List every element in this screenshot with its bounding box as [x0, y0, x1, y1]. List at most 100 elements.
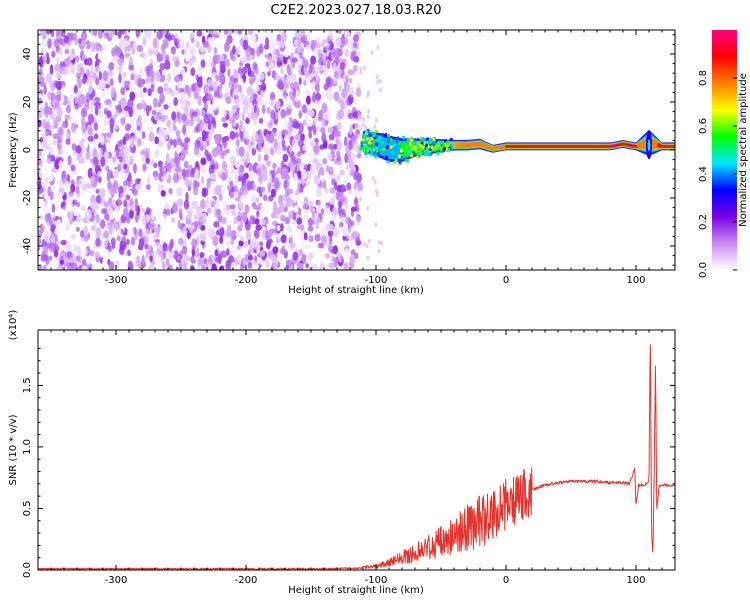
noise-blob: [117, 163, 122, 173]
noise-blob: [173, 97, 178, 107]
noise-blob: [201, 187, 207, 198]
noise-blob: [371, 176, 375, 182]
signal-cell: [644, 139, 647, 149]
noise-blob: [77, 78, 82, 89]
signal-speckle: [419, 152, 423, 157]
noise-blob: [334, 130, 341, 138]
signal-speckle: [390, 150, 394, 155]
noise-blob: [247, 261, 253, 269]
noise-blob: [176, 189, 180, 196]
noise-blob: [176, 111, 180, 120]
noise-blob: [38, 97, 42, 105]
noise-blob: [82, 132, 88, 140]
noise-blob: [212, 102, 218, 111]
signal-cell: [484, 143, 487, 149]
noise-blob: [207, 227, 214, 238]
signal-speckle: [400, 149, 404, 153]
snr-y-multiplier: (x10⁴): [8, 310, 19, 341]
signal-cell: [463, 142, 466, 148]
noise-blob: [322, 158, 328, 165]
signal-cell: [559, 145, 562, 148]
noise-blob: [82, 191, 87, 201]
noise-blob: [359, 113, 362, 119]
noise-blob: [167, 141, 171, 150]
noise-blob: [307, 217, 313, 227]
signal-cell: [465, 142, 467, 148]
signal-cell: [669, 145, 672, 148]
noise-blob: [222, 122, 228, 128]
noise-blob: [305, 263, 309, 269]
noise-blob: [212, 81, 218, 91]
noise-blob: [282, 129, 289, 136]
noise-blob: [203, 258, 208, 265]
noise-blob: [99, 110, 103, 117]
noise-blob: [377, 248, 381, 254]
noise-blob: [39, 214, 44, 220]
noise-blob: [259, 163, 266, 172]
noise-blob: [321, 102, 328, 114]
noise-blob: [253, 105, 257, 113]
noise-blob: [283, 89, 287, 97]
noise-blob: [207, 94, 213, 101]
signal-cell: [498, 145, 501, 150]
signal-cell: [579, 145, 582, 148]
noise-blob: [103, 109, 110, 115]
signal-cell: [561, 145, 564, 148]
y-tick-label: -40: [22, 238, 33, 254]
noise-blob: [221, 117, 227, 123]
noise-blob: [255, 224, 262, 231]
noise-blob: [302, 144, 307, 151]
noise-blob: [353, 56, 360, 63]
noise-blob: [168, 188, 173, 195]
noise-blob: [134, 74, 138, 83]
noise-blob: [245, 230, 252, 241]
noise-blob: [89, 189, 94, 196]
noise-blob: [355, 237, 361, 246]
signal-cell: [501, 145, 504, 149]
noise-blob: [70, 174, 75, 181]
noise-blob: [57, 136, 63, 144]
signal-speckle: [360, 141, 364, 146]
noise-blob: [324, 263, 329, 270]
noise-blob: [256, 168, 262, 176]
noise-blob: [194, 181, 200, 188]
signal-cell: [652, 139, 655, 149]
signal-speckle: [416, 151, 420, 156]
noise-blob: [164, 59, 171, 70]
noise-blob: [69, 194, 74, 203]
noise-blob: [359, 196, 363, 202]
noise-blob: [43, 207, 49, 214]
noise-blob: [121, 236, 127, 247]
noise-blob: [127, 98, 134, 109]
noise-blob: [58, 126, 64, 138]
noise-blob: [171, 70, 178, 78]
noise-blob: [155, 111, 162, 121]
signal-cell: [527, 145, 530, 148]
signal-cell: [554, 145, 557, 148]
noise-blob: [214, 133, 220, 145]
noise-blob: [185, 50, 189, 62]
noise-blob: [282, 94, 288, 101]
y-tick-label: 20: [22, 96, 33, 109]
snr-panel: -300 -200 -100 0 100 0.0 0.5 1.0 1.5 Height of …: [8, 310, 676, 596]
noise-blob: [301, 253, 307, 265]
signal-cell: [641, 140, 644, 149]
signal-cell: [462, 142, 465, 148]
noise-blob: [291, 192, 297, 201]
noise-blob: [157, 182, 163, 192]
noise-blob: [87, 135, 94, 142]
noise-blob: [303, 79, 307, 86]
signal-speckle: [387, 133, 391, 138]
signal-cell: [621, 142, 623, 146]
noise-blob: [184, 178, 190, 187]
noise-blob: [95, 188, 100, 194]
noise-blob: [307, 225, 314, 232]
signal-cell: [364, 133, 367, 151]
noise-blob: [193, 146, 200, 155]
noise-blob: [82, 30, 87, 34]
noise-blob: [38, 68, 43, 77]
noise-blob: [316, 37, 321, 47]
noise-blob: [170, 46, 176, 55]
noise-blob: [49, 217, 53, 226]
noise-blob: [193, 232, 198, 240]
